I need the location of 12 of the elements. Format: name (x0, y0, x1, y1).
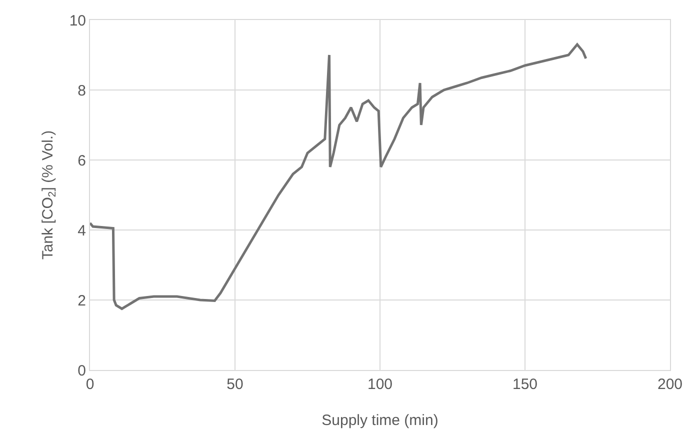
x-tick-label: 150 (512, 376, 538, 393)
x-tick-label: 50 (226, 376, 244, 393)
x-tick-label: 100 (367, 376, 393, 393)
x-tick-label: 200 (657, 376, 683, 393)
y-tick-label: 6 (78, 152, 86, 170)
y-tick-label: 2 (78, 292, 86, 310)
y-tick-label: 8 (78, 82, 86, 100)
y-tick-label: 10 (69, 12, 86, 30)
line-series (90, 43, 588, 310)
x-axis-title: Supply time (min) (322, 412, 438, 429)
y-tick-label: 4 (78, 222, 86, 240)
y-tick-label: 0 (78, 362, 86, 380)
